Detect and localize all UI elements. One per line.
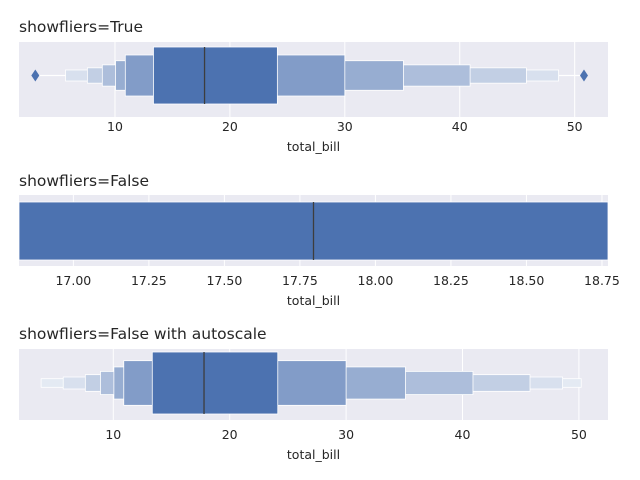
x-tick-label: 50 [567, 119, 583, 134]
panel-3-x-ticks: 10 20 30 40 50 [105, 427, 587, 442]
panel-2-x-label: total_bill [287, 293, 340, 308]
outlier-point [579, 69, 588, 82]
panel-3: showfliers=False with autoscale 10 20 30 40… [19, 325, 608, 462]
panel-3-title: showfliers=False with autoscale [19, 325, 267, 343]
panel-1: showfliers=True 10 20 30 40 50 total_bill [19, 18, 608, 154]
x-tick-label: 18.00 [358, 273, 394, 288]
boxen-level-0 [151, 351, 279, 415]
x-tick-label: 30 [337, 119, 353, 134]
x-tick-label: 10 [105, 427, 121, 442]
x-tick-label: 50 [571, 427, 587, 442]
panel-2-title: showfliers=False [19, 172, 149, 190]
x-tick-label: 20 [222, 119, 238, 134]
panel-1-boxes [31, 46, 588, 105]
boxen-level-0 [153, 46, 278, 105]
x-tick-label: 18.50 [509, 273, 545, 288]
x-tick-label: 40 [452, 119, 468, 134]
panel-2-x-ticks: 17.00 17.25 17.50 17.75 18.00 18.25 18.50 18.75 [55, 273, 619, 288]
panel-1-x-ticks: 10 20 30 40 50 [107, 119, 583, 134]
panel-3-x-label: total_bill [287, 447, 340, 462]
x-tick-label: 40 [455, 427, 471, 442]
x-tick-label: 18.75 [584, 273, 620, 288]
panel-2-boxes [18, 201, 609, 261]
panel-1-title: showfliers=True [19, 18, 143, 36]
x-tick-label: 18.25 [433, 273, 469, 288]
outlier-point [31, 69, 40, 82]
x-tick-label: 17.00 [55, 273, 91, 288]
x-tick-label: 17.50 [206, 273, 242, 288]
x-tick-label: 20 [222, 427, 238, 442]
x-tick-label: 17.75 [282, 273, 318, 288]
panel-3-boxes [40, 351, 582, 415]
x-tick-label: 30 [338, 427, 354, 442]
x-tick-label: 10 [107, 119, 123, 134]
panel-2: showfliers=False 17.00 17.25 17.50 17.75 18.… [18, 172, 620, 308]
panel-1-x-label: total_bill [287, 139, 340, 154]
x-tick-label: 17.25 [131, 273, 167, 288]
